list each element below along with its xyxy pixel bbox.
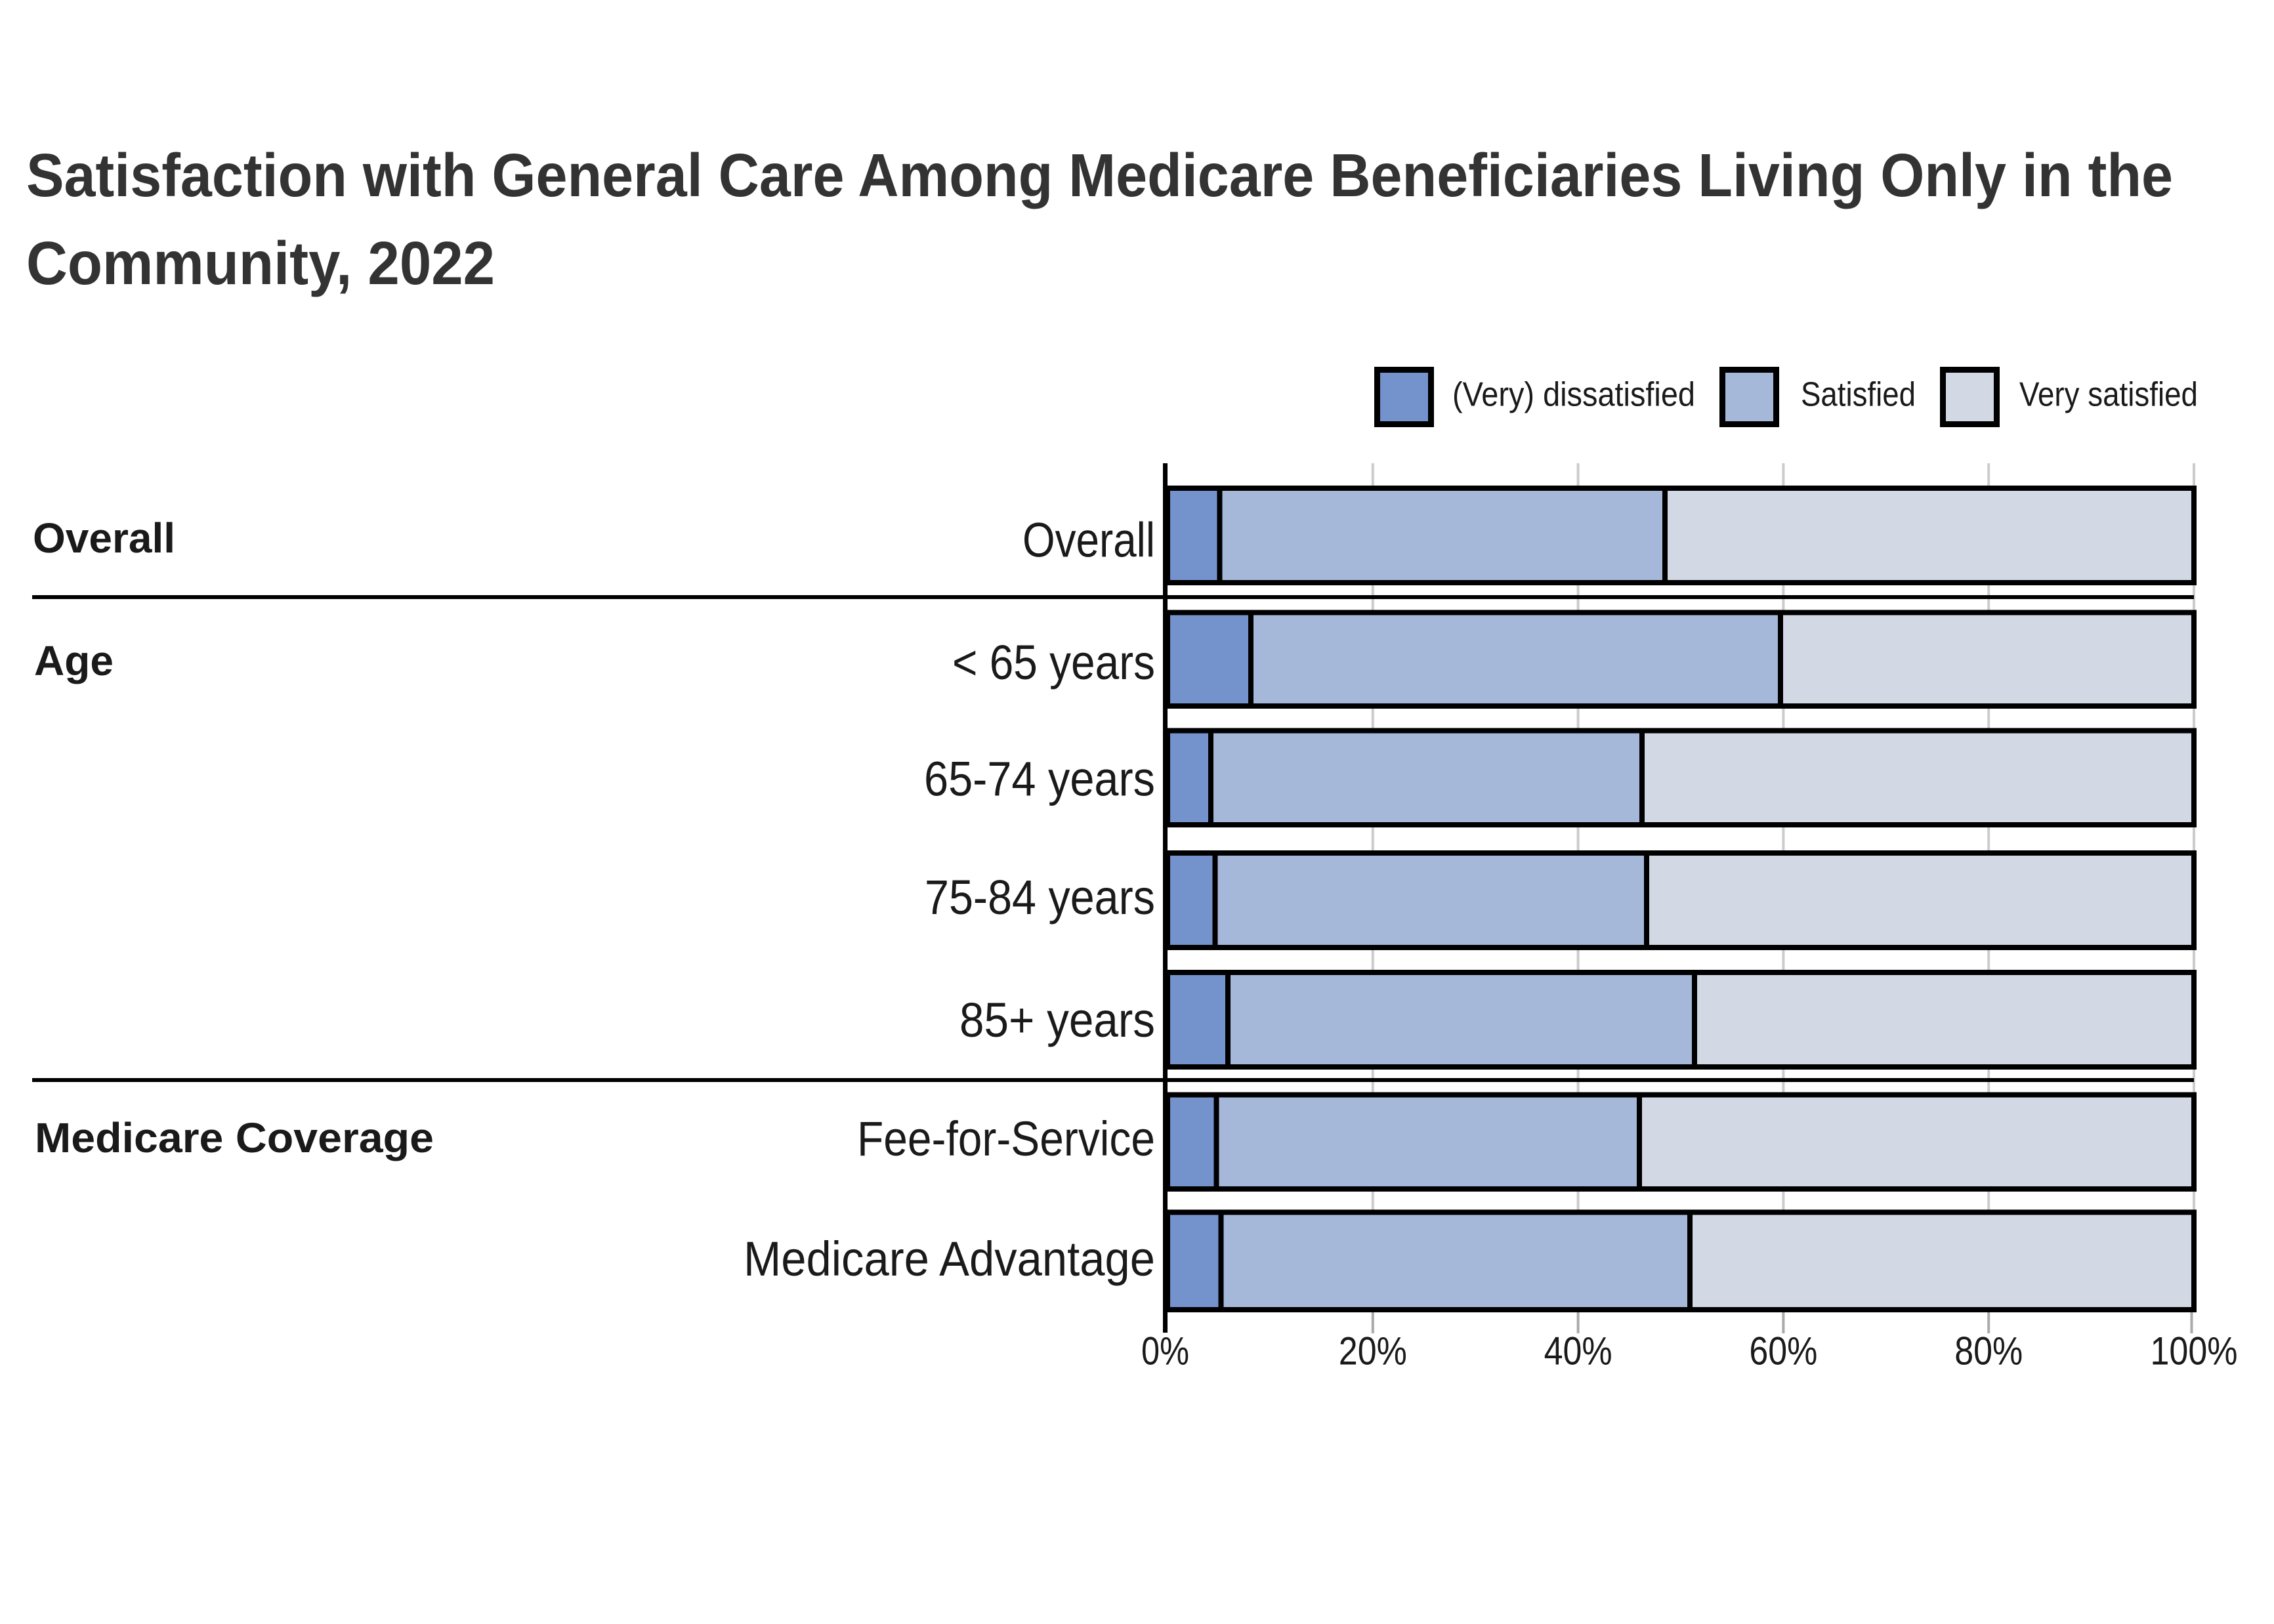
svg-text:80%: 80% [1954,1329,2023,1373]
svg-text:Satisfaction with General Care: Satisfaction with General Care Among Med… [26,141,2173,209]
svg-text:65-74 years: 65-74 years [924,752,1155,806]
svg-text:Very satisfied: Very satisfied [2019,376,2198,414]
svg-text:Community, 2022: Community, 2022 [26,229,495,297]
svg-text:40%: 40% [1544,1329,1612,1373]
svg-text:< 65 years: < 65 years [952,635,1155,690]
svg-text:Age: Age [34,637,114,684]
svg-text:Medicare Advantage: Medicare Advantage [744,1232,1155,1286]
svg-text:20%: 20% [1339,1329,1407,1373]
svg-text:Medicare Coverage: Medicare Coverage [35,1114,434,1161]
svg-text:Fee-for-Service: Fee-for-Service [857,1112,1155,1166]
svg-text:(Very) dissatisfied: (Very) dissatisfied [1452,376,1695,414]
svg-text:85+ years: 85+ years [959,993,1155,1047]
svg-text:100%: 100% [2151,1329,2238,1373]
svg-text:0%: 0% [1141,1329,1189,1373]
svg-text:60%: 60% [1749,1329,1817,1373]
svg-text:Satisfied: Satisfied [1801,376,1916,414]
svg-text:75-84 years: 75-84 years [925,870,1155,925]
svg-text:Overall: Overall [33,514,175,562]
svg-text:Overall: Overall [1022,513,1155,568]
